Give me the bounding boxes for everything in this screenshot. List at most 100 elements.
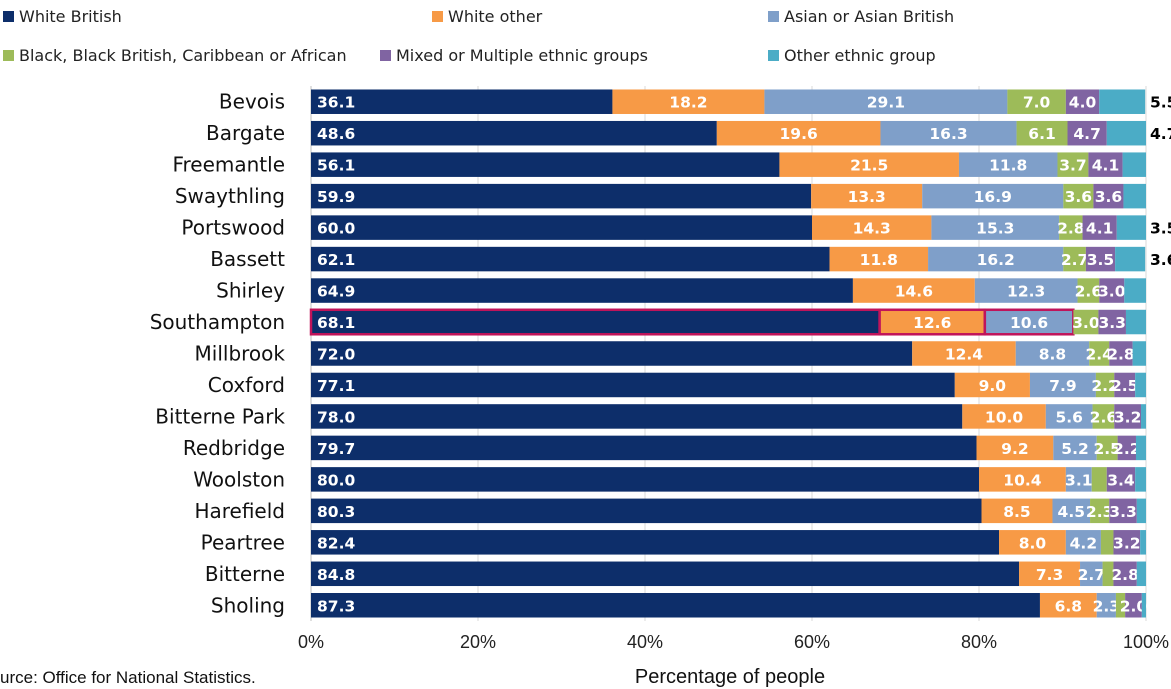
data-label-12-2: 3.1 bbox=[1065, 471, 1092, 489]
bar-10-4 bbox=[1114, 404, 1141, 429]
bar-13-4 bbox=[1109, 498, 1137, 524]
bar-12-4 bbox=[1106, 467, 1136, 492]
data-label-3-1: 13.3 bbox=[848, 188, 886, 206]
data-label-2-3: 3.7 bbox=[1059, 157, 1086, 175]
data-label-16-2: 2.3 bbox=[1093, 597, 1120, 615]
data-label-0-3: 7.0 bbox=[1023, 94, 1051, 112]
x-tick-label-3: 60% bbox=[794, 632, 830, 652]
bar-14-2 bbox=[1065, 530, 1101, 555]
data-label-1-5: 4.7 bbox=[1150, 125, 1171, 143]
data-label-11-0: 79.7 bbox=[317, 440, 355, 458]
bar-2-0 bbox=[311, 152, 780, 177]
bar-11-2 bbox=[1053, 435, 1097, 461]
bar-14-1 bbox=[999, 530, 1066, 555]
bar-4-2 bbox=[931, 215, 1060, 240]
bar-9-4 bbox=[1114, 372, 1136, 398]
bar-0-0 bbox=[311, 89, 613, 114]
legend-label-4: Mixed or Multiple ethnic groups bbox=[396, 46, 648, 65]
category-label-12: Woolston bbox=[193, 467, 285, 491]
data-label-0-2: 29.1 bbox=[867, 94, 905, 112]
data-label-0-5: 5.5 bbox=[1150, 94, 1171, 112]
bar-3-4 bbox=[1093, 183, 1124, 209]
bar-11-4 bbox=[1117, 435, 1136, 461]
bar-4-0 bbox=[311, 215, 812, 240]
data-label-10-3: 2.6 bbox=[1090, 408, 1117, 426]
bar-4-1 bbox=[812, 215, 932, 240]
bar-14-4 bbox=[1113, 530, 1141, 555]
bar-5-4 bbox=[1085, 246, 1116, 272]
bar-10-2 bbox=[1045, 404, 1093, 429]
bar-3-5 bbox=[1123, 183, 1146, 209]
category-label-2: Freemantle bbox=[172, 153, 285, 177]
bar-15-2 bbox=[1080, 561, 1103, 587]
legend-swatch-5 bbox=[768, 50, 779, 61]
bar-16-2 bbox=[1096, 593, 1116, 618]
bar-1-3 bbox=[1016, 120, 1068, 146]
data-label-9-3: 2.2 bbox=[1091, 377, 1118, 395]
data-label-3-2: 16.9 bbox=[974, 188, 1012, 206]
data-label-11-4: 2.2 bbox=[1113, 440, 1140, 458]
bar-10-5 bbox=[1140, 404, 1146, 429]
bar-9-0 bbox=[311, 372, 955, 398]
x-tick-label-1: 20% bbox=[460, 632, 496, 652]
bar-3-1 bbox=[811, 183, 923, 209]
bar-4-3 bbox=[1059, 215, 1083, 240]
bar-16-3 bbox=[1115, 593, 1126, 618]
data-label-13-0: 80.3 bbox=[317, 503, 355, 521]
bar-2-4 bbox=[1088, 152, 1123, 177]
bar-13-0 bbox=[311, 498, 982, 524]
bar-2-1 bbox=[779, 152, 959, 177]
data-label-9-2: 7.9 bbox=[1049, 377, 1076, 395]
data-label-5-3: 2.7 bbox=[1061, 251, 1088, 269]
category-labels: Bevois Bargate Freemantle Swaythling Portswo… bbox=[150, 90, 286, 618]
data-label-9-0: 77.1 bbox=[317, 377, 355, 395]
bar-5-5 bbox=[1115, 246, 1146, 272]
legend-label-3: Black, Black British, Caribbean or Afric… bbox=[19, 46, 347, 65]
data-label-15-4: 2.8 bbox=[1111, 566, 1138, 584]
data-label-6-4: 3.0 bbox=[1098, 283, 1126, 301]
data-label-5-4: 3.5 bbox=[1087, 251, 1114, 269]
data-label-10-1: 10.0 bbox=[985, 408, 1023, 426]
bar-15-3 bbox=[1102, 561, 1114, 587]
bar-13-1 bbox=[981, 498, 1053, 524]
legend-swatch-4 bbox=[380, 50, 391, 61]
bar-6-5 bbox=[1124, 278, 1146, 303]
category-label-3: Swaythling bbox=[175, 184, 285, 208]
bar-8-4 bbox=[1109, 341, 1133, 366]
bar-3-3 bbox=[1063, 183, 1094, 209]
bar-16-4 bbox=[1125, 593, 1142, 618]
category-label-0: Bevois bbox=[219, 90, 285, 114]
legend-swatch-1 bbox=[432, 11, 443, 22]
bar-16-1 bbox=[1039, 593, 1097, 618]
legend-swatch-0 bbox=[3, 11, 14, 22]
data-label-13-2: 4.5 bbox=[1058, 503, 1085, 521]
data-label-12-1: 10.4 bbox=[1003, 471, 1041, 489]
data-label-15-1: 7.3 bbox=[1036, 566, 1063, 584]
bar-11-1 bbox=[976, 435, 1054, 461]
data-label-14-2: 4.2 bbox=[1070, 534, 1097, 552]
bar-1-4 bbox=[1067, 120, 1107, 146]
bar-13-5 bbox=[1136, 498, 1146, 524]
data-label-5-5: 3.6 bbox=[1150, 251, 1171, 269]
bar-8-5 bbox=[1132, 341, 1146, 366]
data-label-1-4: 4.7 bbox=[1073, 125, 1100, 143]
bar-0-2 bbox=[764, 89, 1008, 114]
bar-6-4 bbox=[1099, 278, 1125, 303]
data-label-10-2: 5.6 bbox=[1055, 408, 1082, 426]
data-label-8-1: 12.4 bbox=[945, 345, 983, 363]
bar-13-3 bbox=[1090, 498, 1110, 524]
category-label-14: Peartree bbox=[201, 530, 285, 554]
category-label-4: Portswood bbox=[181, 216, 285, 240]
category-label-6: Shirley bbox=[216, 279, 285, 303]
data-label-11-2: 5.2 bbox=[1061, 440, 1088, 458]
data-label-4-2: 15.3 bbox=[976, 220, 1014, 238]
bar-10-3 bbox=[1092, 404, 1115, 429]
bar-12-1 bbox=[979, 467, 1066, 492]
bar-7-3 bbox=[1073, 309, 1099, 335]
bar-15-5 bbox=[1136, 561, 1146, 587]
data-label-2-2: 11.8 bbox=[989, 157, 1027, 175]
data-label-5-2: 16.2 bbox=[977, 251, 1015, 269]
bar-5-1 bbox=[829, 246, 929, 272]
category-label-9: Coxford bbox=[208, 373, 285, 397]
data-label-7-0: 68.1 bbox=[317, 314, 355, 332]
